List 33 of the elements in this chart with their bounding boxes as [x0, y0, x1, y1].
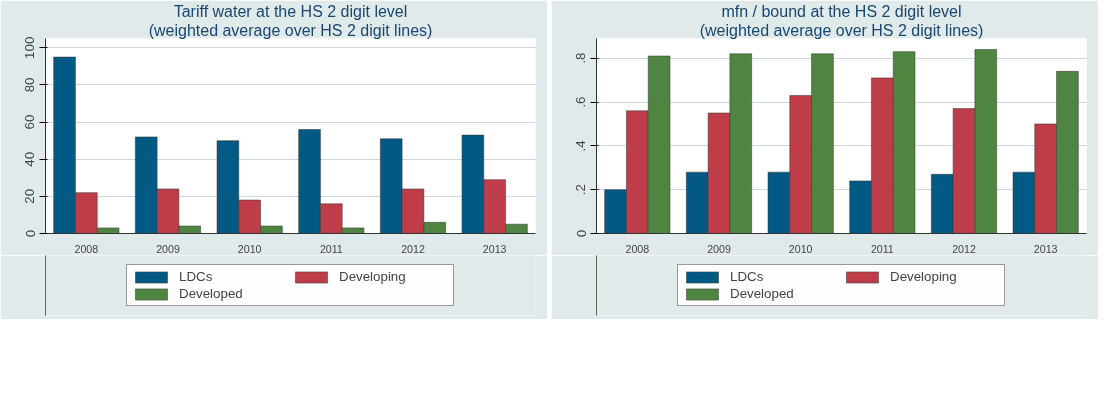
- chart-subtitle: (weighted average over HS 2 digit lines): [148, 21, 433, 39]
- chart-title: Tariff water at the HS 2 digit level: [173, 2, 408, 20]
- y-tick-label: 60: [22, 114, 38, 130]
- y-tick-label: 0: [573, 229, 589, 238]
- legend-label: Developing: [339, 269, 407, 284]
- legend-label: Developed: [730, 286, 795, 301]
- x-tick-label: 2008: [74, 242, 99, 255]
- x-tick-label: 2009: [707, 242, 731, 255]
- x-tick-label: 2010: [788, 242, 813, 255]
- y-tick-label: 80: [22, 77, 38, 93]
- chart-title: mfn / bound at the HS 2 digit level: [721, 2, 962, 20]
- x-tick-label: 2009: [156, 242, 180, 255]
- x-tick-label: 2010: [237, 242, 262, 255]
- y-tick-label: .8: [573, 52, 589, 64]
- x-tick-label: 2012: [401, 242, 425, 255]
- y-tick-label: .2: [573, 184, 589, 196]
- x-tick-label: 2013: [482, 242, 507, 255]
- legend-label: LDCs: [730, 269, 765, 284]
- x-tick-label: 2008: [625, 242, 650, 255]
- legend-label: Developing: [890, 269, 958, 284]
- y-tick-label: .6: [573, 96, 589, 108]
- y-tick-label: 20: [22, 188, 38, 204]
- y-tick-label: 0: [22, 229, 38, 238]
- chart-subtitle: (weighted average over HS 2 digit lines): [699, 21, 984, 39]
- legend-label: LDCs: [179, 269, 214, 284]
- x-tick-label: 2011: [319, 242, 343, 255]
- legend-label: Developed: [179, 286, 244, 301]
- x-tick-label: 2011: [870, 242, 894, 255]
- x-tick-label: 2012: [952, 242, 976, 255]
- y-tick-label: 100: [22, 36, 38, 59]
- y-tick-label: .4: [573, 139, 589, 152]
- x-tick-label: 2013: [1033, 242, 1058, 255]
- y-tick-label: 40: [22, 151, 38, 167]
